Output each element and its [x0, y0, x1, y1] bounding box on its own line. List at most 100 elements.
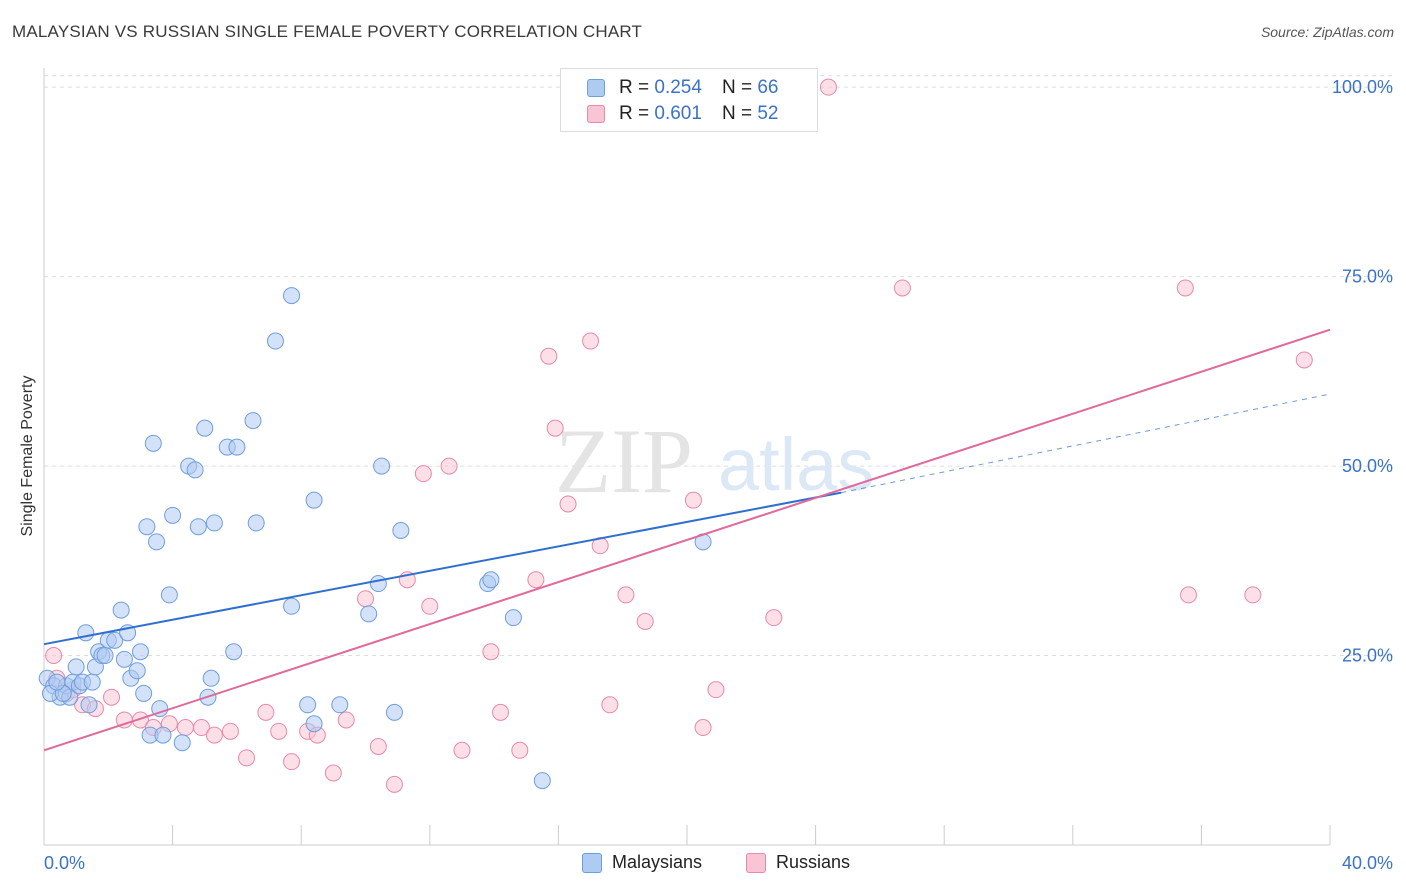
malaysians-point	[225, 643, 243, 661]
watermark-atlas: atlas	[718, 423, 874, 506]
russians-point	[337, 711, 355, 729]
russians-point	[546, 419, 564, 437]
malaysians-point	[80, 696, 98, 714]
russians-point	[385, 775, 403, 793]
malaysians-point	[148, 533, 166, 551]
russians-point	[453, 741, 471, 759]
stats-legend-row-malaysians: R = 0.254 N = 66	[587, 76, 778, 100]
legend-item-malaysians[interactable]: Malaysians	[582, 852, 702, 873]
russians-trend-line	[43, 328, 1331, 752]
malaysians-point	[331, 696, 349, 714]
r-label: R =	[619, 77, 650, 98]
malaysians-point	[360, 605, 378, 623]
malaysians-legend-swatch	[582, 852, 602, 873]
malaysians-trend-line	[43, 491, 842, 646]
stats-legend: R = 0.254 N = 66 R = 0.601 N = 52	[560, 68, 818, 132]
russians-point	[893, 279, 911, 297]
russians-point	[270, 722, 288, 740]
russians-point	[1295, 351, 1313, 369]
r-label: R =	[619, 103, 650, 124]
russians-point	[103, 688, 121, 706]
russians-point	[492, 703, 510, 721]
malaysians-point	[77, 624, 95, 642]
malaysians-point	[131, 643, 149, 661]
russians-point	[369, 737, 387, 755]
y-tick-label: 100.0%	[1332, 77, 1393, 97]
russians-point	[636, 612, 654, 630]
n-label: N =	[721, 103, 753, 124]
r-value-malaysians: 0.254	[654, 77, 702, 98]
russians-point	[694, 719, 712, 737]
malaysians-point	[138, 518, 156, 536]
russians-point	[540, 347, 558, 365]
malaysians-point	[173, 734, 191, 752]
malaysians-point	[189, 518, 207, 536]
malaysians-point	[244, 412, 262, 430]
malaysians-point	[144, 434, 162, 452]
malaysians-point	[373, 457, 391, 475]
russians-point	[193, 719, 211, 737]
russians-point	[559, 495, 577, 513]
russians-point	[205, 726, 223, 744]
russians-point	[511, 741, 529, 759]
n-value-russians: 52	[757, 103, 779, 124]
x-tick-label: 0.0%	[44, 853, 85, 873]
malaysians-point	[106, 631, 124, 649]
russians-point	[45, 647, 63, 665]
malaysians-swatch	[587, 79, 605, 97]
r-value-russians: 0.601	[654, 103, 702, 124]
malaysians-point	[67, 658, 85, 676]
russians-point	[324, 764, 342, 782]
malaysians-point	[299, 696, 317, 714]
malaysians-point	[154, 726, 172, 744]
malaysians-point	[96, 647, 114, 665]
malaysians-point	[392, 521, 410, 539]
russians-point	[482, 643, 500, 661]
russians-point	[421, 597, 439, 615]
russians-point	[238, 749, 256, 767]
malaysians-point	[369, 575, 387, 593]
russians-point	[707, 681, 725, 699]
malaysians-point	[247, 514, 265, 532]
malaysians-point	[83, 673, 101, 691]
n-value-malaysians: 66	[757, 77, 779, 98]
russians-swatch	[587, 105, 605, 123]
malaysians-point	[135, 684, 153, 702]
russians-point	[283, 753, 301, 771]
russians-point	[601, 696, 619, 714]
russians-point	[1180, 586, 1198, 604]
malaysians-point	[482, 571, 500, 589]
y-tick-label: 50.0%	[1342, 456, 1393, 476]
malaysians-point	[115, 650, 133, 668]
malaysians-point	[112, 601, 130, 619]
chart-source: Source: ZipAtlas.com	[1260, 24, 1394, 40]
watermark-zip: ZIP	[555, 410, 693, 512]
russians-point	[617, 586, 635, 604]
legend-item-russians[interactable]: Russians	[746, 852, 850, 873]
malaysians-point	[228, 438, 246, 456]
russians-point	[1244, 586, 1262, 604]
russians-point	[131, 711, 149, 729]
legend-label-malaysians: Malaysians	[612, 852, 703, 872]
malaysians-point	[48, 673, 66, 691]
malaysians-point	[151, 700, 169, 718]
russians-point	[257, 703, 275, 721]
stats-legend-row-russians: R = 0.601 N = 52	[587, 102, 778, 126]
malaysians-point	[533, 772, 551, 790]
malaysians-point	[266, 332, 284, 350]
y-tick-label: 25.0%	[1342, 646, 1393, 666]
malaysians-trend-extension	[841, 393, 1331, 494]
russians-point	[357, 590, 374, 608]
russians-point	[582, 332, 600, 350]
malaysians-point	[305, 491, 323, 509]
russians-point	[414, 465, 432, 483]
x-tick-label: 40.0%	[1342, 853, 1393, 873]
malaysians-point	[196, 419, 214, 437]
russians-point	[440, 457, 458, 475]
y-tick-label: 75.0%	[1342, 267, 1393, 287]
malaysians-point	[205, 514, 223, 532]
n-label: N =	[721, 77, 753, 98]
malaysians-point	[186, 461, 204, 479]
malaysians-point	[202, 669, 220, 687]
russians-legend-swatch	[746, 852, 766, 873]
